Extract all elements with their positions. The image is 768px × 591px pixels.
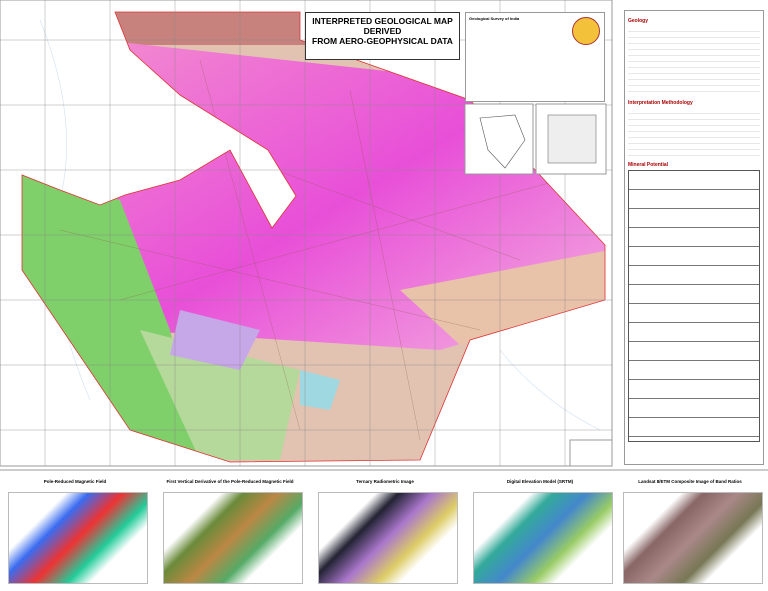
thumbnail (318, 492, 458, 584)
scale-note (569, 439, 613, 467)
thumbnail-caption: Ternary Radiometric Image (356, 479, 414, 484)
mineral-table (628, 170, 760, 442)
text-block (628, 108, 760, 158)
thumbnail (8, 492, 148, 584)
title-line: INTERPRETED GEOLOGICAL MAP DERIVED (312, 16, 453, 36)
section-heading: Geology (628, 18, 649, 24)
thumbnail (163, 492, 303, 584)
thumbnail (623, 492, 763, 584)
logo (572, 17, 600, 45)
text-block (628, 26, 760, 96)
inset-maps (464, 103, 607, 175)
thumbnail-caption: Landsat 8/ETM Composite Image of Band Ra… (638, 479, 742, 484)
thumbnail-caption: Pole-Reduced Magnetic Field (43, 479, 107, 484)
section-heading: Interpretation Methodology (628, 100, 693, 106)
title-line: FROM AERO-GEOPHYSICAL DATA (312, 36, 453, 46)
organization-name: Geological Survey of India (469, 16, 520, 21)
sidebar: Geology Interpretation Methodology Miner… (624, 10, 764, 465)
thumbnail-caption: First Vertical Derivative of the Pole-Re… (166, 479, 294, 484)
thumbnail-caption: Digital Elevation Model (SRTM) (506, 479, 574, 484)
thumbnail (473, 492, 613, 584)
organization-block: Geological Survey of India (465, 12, 605, 102)
aoi-boundary (21, 11, 606, 463)
section-heading: Mineral Potential (628, 162, 669, 168)
map-title: INTERPRETED GEOLOGICAL MAP DERIVED FROM … (305, 12, 460, 60)
